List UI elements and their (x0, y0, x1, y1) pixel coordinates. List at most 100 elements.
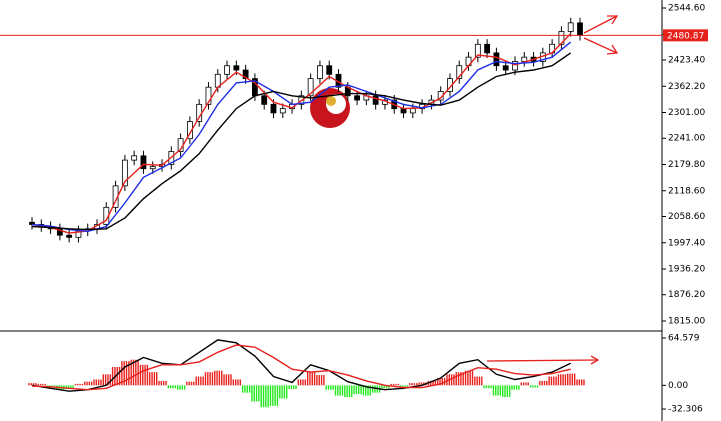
macd-bar (306, 372, 309, 386)
y-tick-label: 1815.00 (668, 317, 705, 327)
macd-bar (327, 385, 330, 390)
macd-bar (430, 380, 432, 386)
macd-bar (167, 385, 170, 389)
macd-bar (146, 364, 149, 386)
macd-bar (320, 375, 323, 386)
macd-bar (211, 372, 214, 386)
macd-bar (362, 385, 365, 396)
macd-bar (165, 380, 167, 386)
macd-bar (399, 385, 402, 387)
macd-bar (260, 385, 262, 408)
macd-bar (239, 379, 241, 386)
macd-bar (202, 376, 204, 386)
candle-body (409, 108, 416, 114)
macd-bar (244, 385, 246, 393)
macd-bar (195, 376, 197, 386)
macd-bar (84, 381, 86, 386)
candle-body (512, 61, 518, 71)
macd-bar (130, 359, 132, 386)
macd-bar (37, 383, 39, 386)
macd-bar (418, 382, 420, 386)
macd-bar (95, 379, 98, 386)
macd-bar (467, 370, 469, 386)
macd-bar (309, 372, 311, 386)
macd-bar (128, 361, 130, 386)
macd-bar (457, 372, 460, 386)
candle-body (261, 95, 268, 105)
macd-bar (125, 361, 128, 386)
macd-bar (388, 385, 390, 389)
macd-bar (116, 367, 118, 386)
macd-bar (367, 385, 369, 396)
macd-bar (158, 380, 160, 386)
macd-bar (288, 385, 290, 389)
candle-body (521, 56, 528, 62)
macd-bar (265, 385, 267, 408)
macd-bar (100, 379, 102, 386)
macd-bar (478, 376, 481, 386)
macd-bar (432, 380, 434, 386)
candle-body (233, 65, 240, 71)
macd-bar (364, 385, 367, 396)
candle-body (205, 86, 212, 105)
macd-bar (255, 385, 258, 402)
macd-bar (395, 383, 397, 386)
macd-bar (446, 374, 448, 386)
macd-bar (543, 380, 546, 386)
macd-bar (283, 385, 286, 399)
candle-body (307, 78, 314, 97)
macd-bar (337, 385, 339, 396)
candle-body (354, 95, 360, 101)
macd-bar (525, 382, 527, 386)
last-price-label: 2480.87 (667, 31, 704, 41)
macd-bar (274, 385, 276, 406)
y-tick-label: 2544.60 (668, 4, 705, 14)
macd-bar (279, 385, 281, 399)
macd-bar (258, 385, 260, 402)
macd-bar (518, 385, 520, 390)
macd-bar (553, 376, 555, 386)
candle-body (558, 31, 565, 45)
macd-bar (353, 385, 355, 395)
macd-bar (383, 385, 385, 389)
macd-bar (323, 375, 325, 386)
macd-bar (397, 383, 399, 386)
macd-bar (520, 382, 522, 386)
macd-bar (190, 381, 193, 386)
macd-bar (576, 379, 578, 386)
candle-body (66, 234, 73, 238)
macd-bar (218, 370, 221, 386)
macd-bar (144, 364, 146, 386)
macd-bar (104, 374, 107, 386)
macd-bar (151, 372, 153, 386)
macd-bar (286, 385, 288, 399)
macd-bar (334, 385, 337, 396)
macd-bar (156, 372, 158, 386)
macd-bar (330, 385, 332, 390)
macd-bar (371, 385, 374, 393)
candle-body (317, 65, 323, 80)
y-tick-label: 1936.20 (668, 265, 705, 275)
macd-bar (539, 380, 541, 386)
macd-bar (214, 370, 216, 386)
last-price-box (663, 29, 708, 42)
macd-bar (469, 370, 471, 386)
macd-bar (550, 376, 553, 386)
macd-bar (179, 385, 181, 390)
macd-bar (65, 385, 67, 389)
macd-bar (221, 370, 223, 386)
y-tick-label: 2241.00 (668, 134, 705, 144)
macd-bar (276, 385, 279, 406)
candle-body (140, 155, 147, 170)
macd-bar (67, 385, 70, 389)
macd-bar (501, 385, 504, 398)
macd-bar (571, 373, 574, 386)
macd-bar (216, 370, 218, 386)
macd-bar (174, 385, 176, 389)
macd-bar (123, 361, 125, 386)
macd-bar (534, 385, 536, 388)
macd-bar (186, 381, 188, 386)
candle-body (567, 22, 574, 32)
macd-bar (416, 383, 418, 386)
